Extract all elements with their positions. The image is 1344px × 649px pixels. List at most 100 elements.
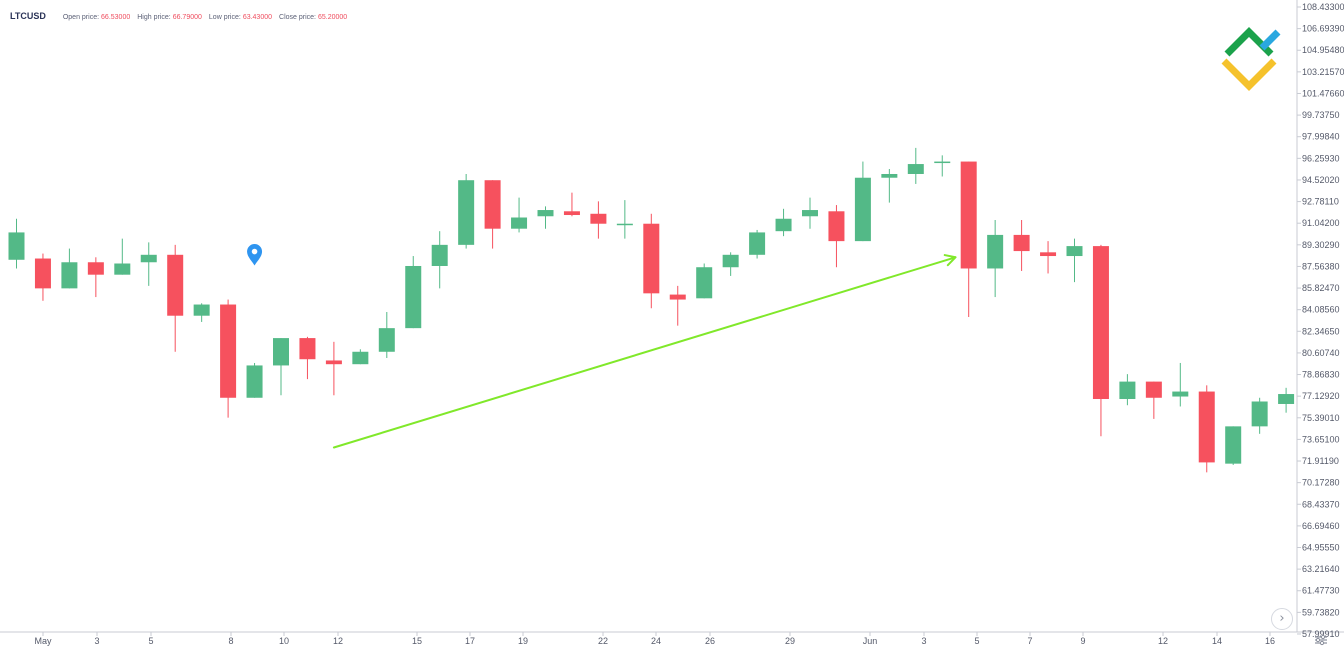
candle-body [405, 265, 422, 329]
x-tick-label: 9 [1080, 636, 1085, 646]
x-tick-label: 15 [412, 636, 422, 646]
candle-body [34, 258, 51, 289]
candle-body [167, 254, 184, 316]
candle [563, 192, 580, 217]
candle [590, 201, 607, 239]
candle-body [140, 254, 157, 263]
candle [643, 213, 660, 309]
candles-layer [8, 147, 1295, 473]
candle-body [431, 244, 448, 266]
candle [722, 252, 739, 276]
candle-body [802, 210, 818, 217]
x-tick-label: 17 [465, 636, 475, 646]
price-header: LTCUSD Open price: 66.53000 High price: 66.7… [10, 11, 347, 21]
candle-body [722, 254, 739, 268]
candle-body [87, 262, 104, 275]
x-tick-label: 29 [785, 636, 795, 646]
y-tick-label: 63.21640 [1302, 564, 1340, 574]
candle [405, 256, 422, 329]
candle-body [854, 177, 871, 242]
y-tick-label: 70.17280 [1302, 478, 1340, 488]
candle-body [8, 232, 25, 260]
candle [1145, 381, 1162, 419]
candle [193, 303, 210, 322]
high-price-label: High price: [137, 14, 171, 21]
candle [167, 244, 184, 352]
candle-body [246, 365, 263, 398]
candle-body [114, 263, 131, 275]
candle [246, 362, 263, 398]
y-tick-label: 78.86830 [1302, 370, 1340, 380]
candle [378, 311, 395, 358]
candle-body [1092, 246, 1109, 400]
candle [325, 341, 342, 396]
candle [1119, 374, 1136, 406]
candle-body [1119, 381, 1136, 400]
y-tick-label: 89.30290 [1302, 240, 1340, 250]
candle-body [1040, 252, 1057, 257]
candle [1066, 238, 1083, 283]
y-tick-label: 59.73820 [1302, 607, 1340, 617]
candle-body [193, 304, 210, 316]
candle-body [220, 304, 237, 398]
candle [299, 336, 316, 380]
candle-body [643, 223, 660, 294]
candle [114, 238, 131, 275]
candle-body [907, 164, 924, 174]
candle [934, 155, 951, 177]
candle-body [563, 211, 580, 216]
y-tick-label: 85.82470 [1302, 283, 1340, 293]
candle [881, 169, 898, 203]
candle-body [881, 173, 898, 178]
candle [61, 248, 78, 289]
candle [749, 229, 766, 259]
logo-yellow-chevron [1221, 58, 1277, 91]
annotation-layer [247, 244, 957, 449]
settings-icon[interactable] [1314, 634, 1328, 646]
y-tick-label: 77.12920 [1302, 391, 1340, 401]
candle-body [749, 232, 766, 255]
y-tick-label: 91.04200 [1302, 218, 1340, 228]
y-tick-label: 87.56380 [1302, 261, 1340, 271]
logo-icon [1221, 27, 1281, 91]
x-tick-label: 24 [651, 636, 661, 646]
candle-body [511, 217, 528, 229]
candle-body [378, 328, 395, 352]
y-axis: 108.43300 106.69390 104.95480 103.21570 101.… [1297, 2, 1344, 639]
candle [1172, 362, 1189, 407]
chevron-right-icon[interactable]: › [1271, 608, 1293, 630]
y-tick-label: 82.34650 [1302, 326, 1340, 336]
candle-body [616, 223, 633, 226]
candle [802, 197, 818, 229]
y-tick-label: 57.99910 [1302, 629, 1340, 639]
y-tick-label: 80.60740 [1302, 348, 1340, 358]
x-tick-label: 19 [518, 636, 528, 646]
candle [87, 257, 104, 298]
y-tick-label: 73.65100 [1302, 434, 1340, 444]
candle [8, 218, 25, 269]
y-tick-label: 104.95480 [1302, 45, 1344, 55]
trend-arrow-head [943, 254, 957, 267]
x-tick-label: 12 [333, 636, 343, 646]
candle [907, 147, 924, 184]
x-tick-label: 8 [228, 636, 233, 646]
candle [1278, 387, 1295, 413]
marker-dot [251, 248, 258, 255]
candle-body [273, 338, 289, 366]
candle [273, 338, 289, 396]
y-tick-label: 92.78110 [1302, 197, 1339, 207]
candle-body [299, 338, 316, 360]
symbol-label: LTCUSD [10, 11, 46, 21]
x-tick-label: Jun [863, 636, 878, 646]
x-tick-label: 12 [1158, 636, 1168, 646]
y-tick-label: 103.21570 [1302, 67, 1344, 77]
y-tick-label: 101.47660 [1302, 88, 1344, 98]
candle [775, 208, 792, 237]
y-tick-label: 99.73750 [1302, 110, 1340, 120]
candle-body [1145, 381, 1162, 398]
candle-body [696, 267, 713, 299]
candle [1092, 244, 1109, 437]
close-price-value: 65.20000 [317, 14, 348, 21]
x-tick-label: 16 [1265, 636, 1275, 646]
